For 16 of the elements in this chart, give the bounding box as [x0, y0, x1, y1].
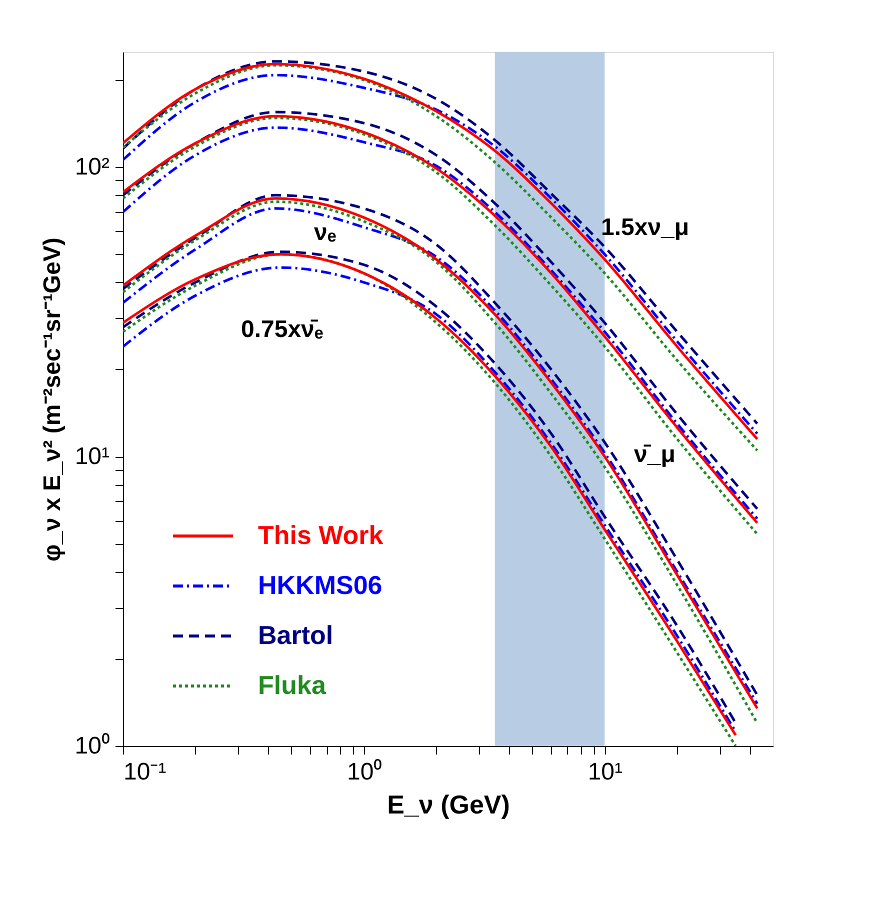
legend-label: Bartol: [258, 620, 334, 650]
annotation: 1.5xν_μ: [601, 214, 690, 241]
x-tick-label: 10¹: [588, 758, 623, 786]
legend-label: HKKMS06: [258, 570, 382, 600]
annotation: 0.75xν̄ₑ: [241, 316, 324, 343]
y-tick-label: 10¹: [74, 443, 110, 470]
legend-label: This Work: [258, 520, 384, 550]
x-tick-label: 10⁻¹: [124, 758, 166, 786]
y-tick-label: 10⁰: [74, 732, 110, 760]
annotation: νₑ: [314, 219, 336, 246]
y-tick-label: 10²: [74, 154, 110, 181]
y-axis-title: φ_ν x E_ν² (m⁻²sec⁻¹sr⁻¹GeV): [38, 238, 66, 562]
annotation: ν̄_μ: [634, 441, 676, 468]
legend-label: Fluka: [258, 670, 326, 700]
x-axis-title: E_ν (GeV): [387, 790, 510, 820]
x-tick-label: 10⁰: [346, 758, 382, 786]
